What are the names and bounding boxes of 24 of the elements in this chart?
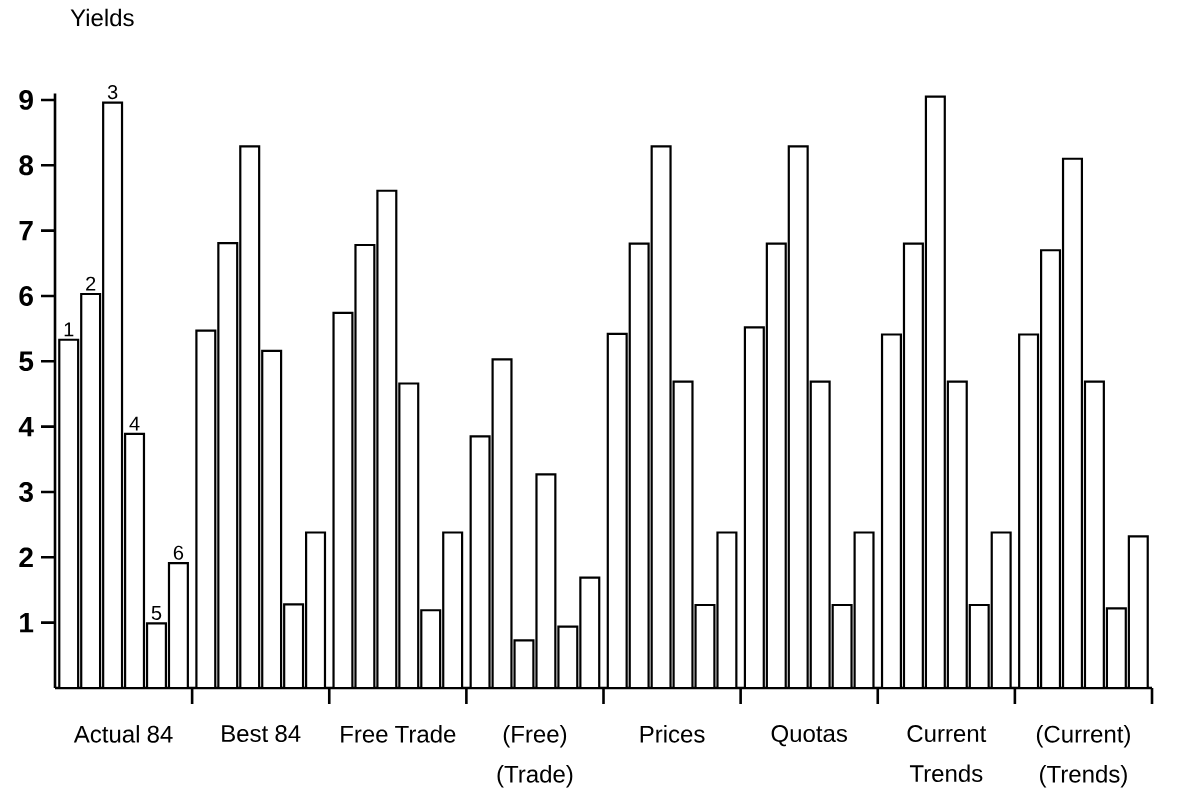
series-label: 5 xyxy=(151,605,162,620)
x-tick-label: Current Trends xyxy=(907,725,987,783)
series-label: 6 xyxy=(173,545,184,560)
y-tick-label: 8 xyxy=(19,155,34,176)
x-tick-label: Best 84 xyxy=(222,725,301,743)
x-tick-label: Quotas xyxy=(771,725,848,747)
y-tick-label: 6 xyxy=(19,286,33,306)
x-tick-label: Actual 84 xyxy=(73,725,173,743)
y-tick-label: 7 xyxy=(19,221,33,241)
y-tick-label: 5 xyxy=(19,351,34,372)
x-tick-label: (Current) (Trends) xyxy=(1036,725,1130,788)
x-tick-label: Prices xyxy=(640,725,705,743)
x-tick-label: (Free) (Trade) xyxy=(497,725,573,788)
y-axis-title: Yields xyxy=(70,8,134,27)
y-tick-label: 9 xyxy=(19,90,33,110)
y-tick-label: 3 xyxy=(18,482,33,502)
x-tick-label: Free Trade xyxy=(341,725,456,743)
y-tick-label: 2 xyxy=(19,547,33,568)
legend-label: 2 xyxy=(86,276,96,291)
series-label: 4 xyxy=(129,416,140,431)
y-tick-label: 4 xyxy=(18,417,34,437)
series-label: 3 xyxy=(107,85,118,100)
y-tick-label: 1 xyxy=(20,613,34,633)
series-label: 1 xyxy=(64,322,74,337)
